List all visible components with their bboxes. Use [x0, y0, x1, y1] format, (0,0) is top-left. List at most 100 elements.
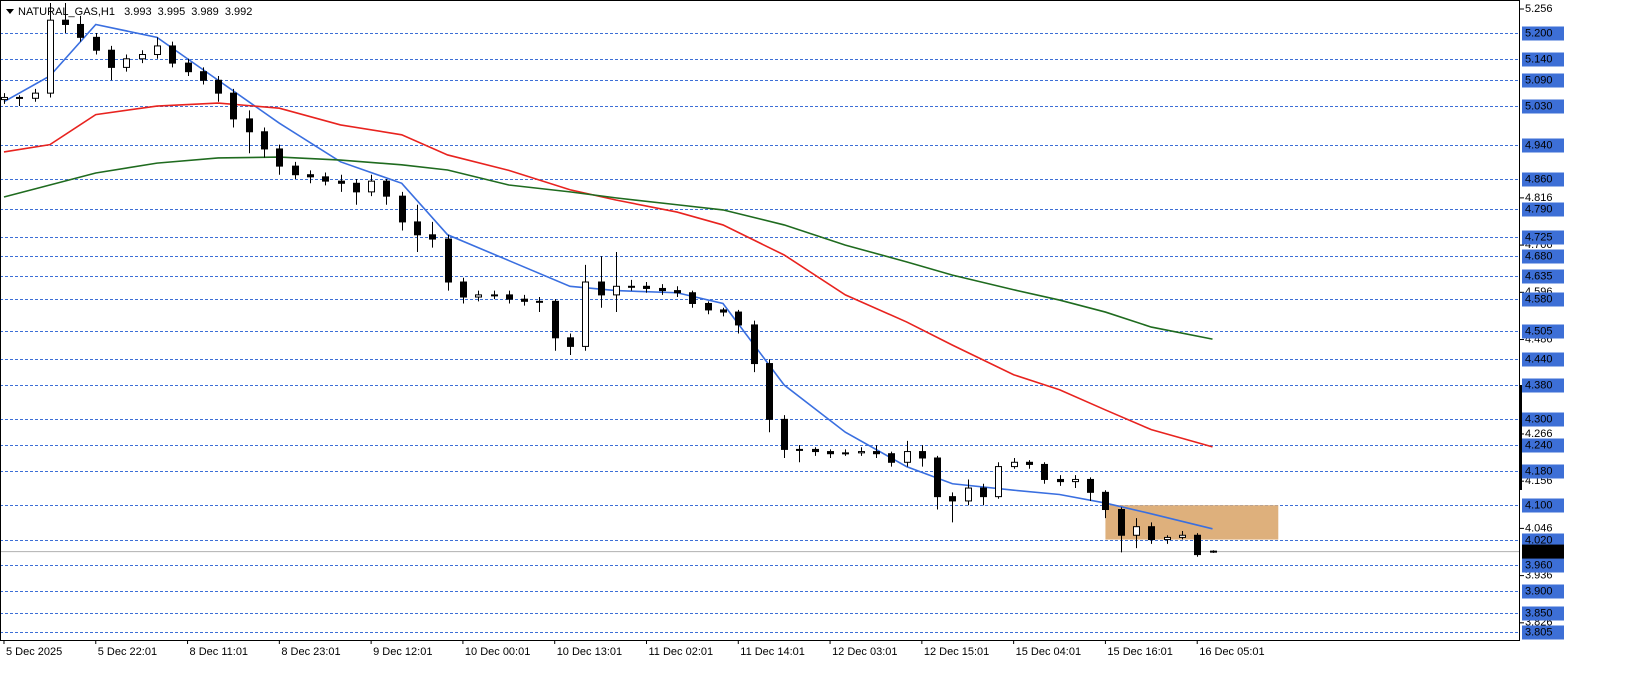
candle-body [338, 180, 345, 184]
level-label: 4.505 [1525, 325, 1553, 337]
candle-body [77, 23, 84, 38]
level-label-box [1522, 269, 1564, 284]
level-label-box [1522, 292, 1564, 307]
x-tick-label: 12 Dec 15:01 [924, 646, 989, 658]
level-label: 5.140 [1525, 53, 1553, 65]
x-tick-label: 5 Dec 2025 [6, 646, 62, 658]
candle-body [674, 290, 681, 294]
x-tick-label: 10 Dec 13:01 [557, 646, 622, 658]
candle-body [965, 487, 972, 502]
candle-body [766, 363, 773, 420]
x-tick-label: 8 Dec 23:01 [281, 646, 340, 658]
candle-body [567, 337, 574, 347]
x-tick-label: 11 Dec 14:01 [740, 646, 805, 658]
level-label: 4.790 [1525, 203, 1553, 215]
level-label: 4.100 [1525, 499, 1553, 511]
level-label: 3.805 [1525, 626, 1553, 638]
level-label-box [1522, 99, 1564, 114]
level-label-box [1522, 249, 1564, 264]
close: 3.992 [225, 6, 253, 18]
candle-body [628, 285, 635, 288]
candle-body [169, 45, 176, 64]
level-label-box [1522, 352, 1564, 367]
x-tick-label: 5 Dec 22:01 [98, 646, 157, 658]
chart-header: NATURAL_GAS,H1 3.993 3.995 3.989 3.992 [18, 6, 252, 18]
candle-body [230, 92, 237, 120]
level-label: 5.030 [1525, 100, 1553, 112]
level-label-box [1522, 172, 1564, 187]
level-label: 4.180 [1525, 465, 1553, 477]
candle-body [1210, 550, 1217, 553]
candle-body [506, 294, 513, 300]
x-tick-label: 11 Dec 02:01 [648, 646, 713, 658]
level-label: 4.580 [1525, 293, 1553, 305]
candle-body [47, 19, 54, 94]
level-label: 4.020 [1525, 534, 1553, 546]
candle-body [1072, 478, 1079, 483]
candle-body [414, 221, 421, 236]
candle-body [383, 180, 390, 197]
candle-body [904, 451, 911, 463]
candle-body [812, 448, 819, 453]
level-label-box [1522, 625, 1564, 640]
level-label: 3.960 [1525, 559, 1553, 571]
level-label-box [1522, 606, 1564, 621]
level-label: 5.090 [1525, 74, 1553, 86]
candle-body [368, 180, 375, 193]
candle-body [322, 176, 329, 182]
candle-body [1179, 534, 1186, 538]
level-label-box [1522, 412, 1564, 427]
level-label-box [1522, 230, 1564, 245]
level-label-box [1522, 558, 1564, 573]
low: 3.989 [191, 6, 219, 18]
candle-body [1026, 461, 1033, 465]
zone [1105, 505, 1279, 540]
high: 3.995 [158, 6, 186, 18]
candle-body [598, 281, 605, 296]
scale-marker [1519, 385, 1522, 490]
moving-average [3, 156, 1213, 340]
candle-body [93, 36, 100, 51]
candle-body [1133, 526, 1140, 536]
candle-body [735, 311, 742, 326]
candle-body [521, 298, 528, 302]
candle-body [1148, 526, 1155, 541]
candle-body [108, 49, 115, 68]
candle-body [307, 174, 314, 178]
level-label: 3.900 [1525, 585, 1553, 597]
candle-body [445, 238, 452, 283]
open: 3.993 [124, 6, 152, 18]
candle-body [705, 302, 712, 311]
y-tick-label: 4.046 [1525, 522, 1553, 534]
candle-body [934, 457, 941, 498]
level-label-box [1522, 324, 1564, 339]
level-label: 4.940 [1525, 139, 1553, 151]
level-label-box [1522, 584, 1564, 599]
candle-body [1118, 509, 1125, 536]
candle-body [842, 452, 849, 455]
candle-body [32, 92, 39, 99]
candle-body [475, 294, 482, 298]
candle-body [185, 62, 192, 73]
candle-body [62, 19, 69, 25]
level-label: 4.240 [1525, 439, 1553, 451]
level-label: 4.680 [1525, 250, 1553, 262]
candle-body [582, 281, 589, 347]
candle-body [123, 58, 130, 68]
level-label-box [1522, 26, 1564, 41]
candle-body [139, 54, 146, 60]
level-label: 4.725 [1525, 231, 1553, 243]
candle-body [1041, 463, 1048, 480]
level-label: 4.635 [1525, 270, 1553, 282]
y-tick-label: 4.816 [1525, 192, 1553, 204]
candle-body [827, 451, 834, 455]
candle-body [858, 451, 865, 454]
candle-body [689, 292, 696, 304]
candle-body [720, 309, 727, 313]
candle-body [154, 45, 161, 56]
menu-arrow[interactable] [6, 9, 14, 14]
level-label-box [1522, 202, 1564, 217]
